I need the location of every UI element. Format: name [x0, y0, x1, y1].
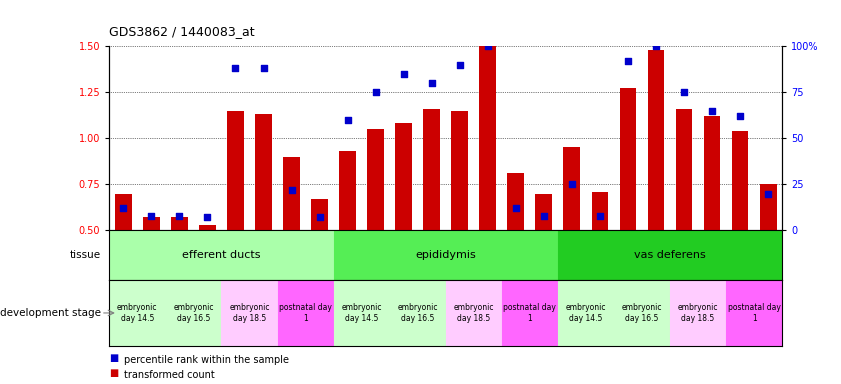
Point [453, 61, 467, 68]
Point [677, 89, 690, 95]
Bar [423, 109, 440, 230]
Bar [620, 88, 637, 230]
Text: postnatal day
1: postnatal day 1 [279, 303, 332, 323]
Bar [536, 194, 553, 230]
Point [285, 187, 299, 193]
Point [313, 214, 326, 220]
Bar [502, 280, 558, 346]
Text: embryonic
day 14.5: embryonic day 14.5 [341, 303, 382, 323]
Text: embryonic
day 14.5: embryonic day 14.5 [566, 303, 606, 323]
Bar [334, 230, 558, 280]
Text: embryonic
day 16.5: embryonic day 16.5 [173, 303, 214, 323]
Bar [479, 46, 496, 230]
Bar [199, 225, 216, 230]
Bar [166, 280, 221, 346]
Bar [648, 50, 664, 230]
Text: embryonic
day 16.5: embryonic day 16.5 [398, 303, 438, 323]
Text: tissue: tissue [70, 250, 101, 260]
Bar [726, 280, 782, 346]
Point [117, 205, 130, 211]
Point [145, 213, 158, 219]
Text: embryonic
day 14.5: embryonic day 14.5 [117, 303, 157, 323]
Bar [109, 280, 166, 346]
Bar [339, 151, 356, 230]
Bar [675, 109, 692, 230]
Bar [221, 280, 278, 346]
Point [565, 181, 579, 187]
Point [733, 113, 747, 119]
Bar [311, 199, 328, 230]
Point [593, 213, 606, 219]
Text: embryonic
day 16.5: embryonic day 16.5 [621, 303, 662, 323]
Bar [389, 280, 446, 346]
Bar [171, 217, 188, 230]
Point [201, 214, 214, 220]
Point [649, 43, 663, 49]
Text: percentile rank within the sample: percentile rank within the sample [124, 355, 289, 365]
Bar [614, 280, 670, 346]
Text: ■: ■ [109, 368, 119, 378]
Point [621, 58, 635, 64]
Bar [558, 230, 782, 280]
Point [481, 43, 495, 49]
Point [341, 117, 354, 123]
Bar [507, 173, 524, 230]
Text: transformed count: transformed count [124, 370, 215, 380]
Point [369, 89, 383, 95]
Point [761, 190, 775, 197]
Text: ■: ■ [109, 353, 119, 363]
Point [706, 108, 719, 114]
Bar [563, 147, 580, 230]
Bar [278, 280, 334, 346]
Bar [115, 194, 132, 230]
Bar [759, 184, 776, 230]
Bar [283, 157, 300, 230]
Point [257, 65, 270, 71]
Text: development stage: development stage [0, 308, 101, 318]
Point [509, 205, 522, 211]
Text: epididymis: epididymis [415, 250, 476, 260]
Bar [395, 124, 412, 230]
Bar [670, 280, 726, 346]
Bar [446, 280, 502, 346]
Text: efferent ducts: efferent ducts [182, 250, 261, 260]
Bar [227, 111, 244, 230]
Point [425, 80, 438, 86]
Text: embryonic
day 18.5: embryonic day 18.5 [678, 303, 718, 323]
Text: postnatal day
1: postnatal day 1 [727, 303, 780, 323]
Text: embryonic
day 18.5: embryonic day 18.5 [230, 303, 270, 323]
Point [172, 213, 186, 219]
Bar [109, 230, 334, 280]
Bar [452, 111, 468, 230]
Bar [591, 192, 608, 230]
Bar [143, 217, 160, 230]
Bar [558, 280, 614, 346]
Point [229, 65, 242, 71]
Text: embryonic
day 18.5: embryonic day 18.5 [453, 303, 494, 323]
Bar [368, 129, 384, 230]
Bar [704, 116, 721, 230]
Point [397, 71, 410, 77]
Text: postnatal day
1: postnatal day 1 [504, 303, 556, 323]
Point [537, 213, 551, 219]
Bar [255, 114, 272, 230]
Text: GDS3862 / 1440083_at: GDS3862 / 1440083_at [109, 25, 255, 38]
Bar [732, 131, 748, 230]
Bar [334, 280, 389, 346]
Text: vas deferens: vas deferens [634, 250, 706, 260]
